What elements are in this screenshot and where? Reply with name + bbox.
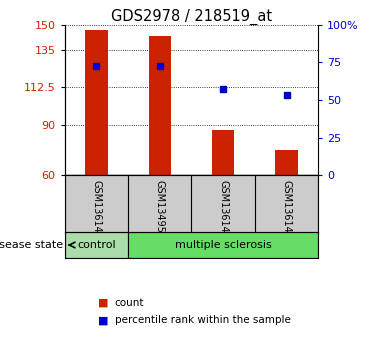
Bar: [149, 36, 171, 175]
Text: count: count: [115, 298, 144, 308]
Bar: [275, 150, 297, 175]
Bar: [85, 30, 108, 175]
Text: GSM136140: GSM136140: [91, 180, 101, 239]
Text: ■: ■: [98, 315, 108, 325]
Text: control: control: [77, 240, 116, 250]
Text: GSM134953: GSM134953: [155, 180, 165, 239]
Text: disease state: disease state: [0, 240, 64, 250]
Text: percentile rank within the sample: percentile rank within the sample: [115, 315, 290, 325]
Text: GSM136149: GSM136149: [282, 180, 292, 239]
Bar: [65, 232, 128, 258]
Text: ■: ■: [98, 298, 108, 308]
Bar: [212, 130, 234, 175]
Bar: [128, 232, 318, 258]
Text: GSM136147: GSM136147: [218, 180, 228, 239]
Text: multiple sclerosis: multiple sclerosis: [175, 240, 272, 250]
Title: GDS2978 / 218519_at: GDS2978 / 218519_at: [111, 8, 272, 25]
